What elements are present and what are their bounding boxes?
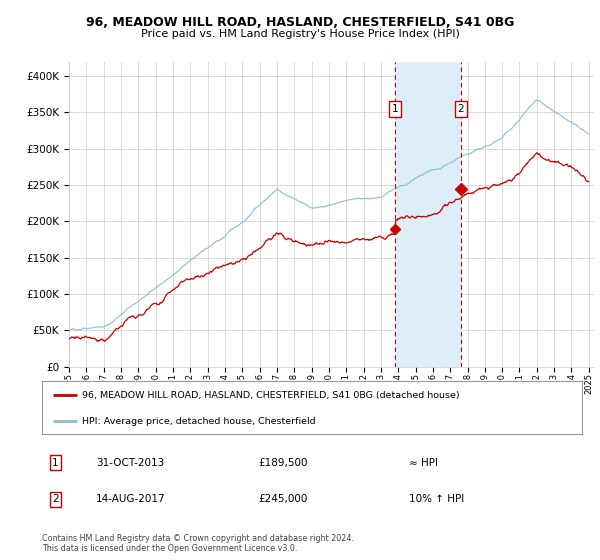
- Text: Contains HM Land Registry data © Crown copyright and database right 2024.
This d: Contains HM Land Registry data © Crown c…: [42, 534, 354, 553]
- Text: £189,500: £189,500: [258, 458, 308, 468]
- Text: 96, MEADOW HILL ROAD, HASLAND, CHESTERFIELD, S41 0BG (detached house): 96, MEADOW HILL ROAD, HASLAND, CHESTERFI…: [83, 391, 460, 400]
- Text: 96, MEADOW HILL ROAD, HASLAND, CHESTERFIELD, S41 0BG: 96, MEADOW HILL ROAD, HASLAND, CHESTERFI…: [86, 16, 514, 29]
- Text: 1: 1: [392, 104, 398, 114]
- Text: 31-OCT-2013: 31-OCT-2013: [96, 458, 164, 468]
- Text: £245,000: £245,000: [258, 494, 307, 504]
- Bar: [395, 62, 461, 367]
- Text: Price paid vs. HM Land Registry's House Price Index (HPI): Price paid vs. HM Land Registry's House …: [140, 29, 460, 39]
- Text: 2: 2: [52, 494, 59, 504]
- Text: ≈ HPI: ≈ HPI: [409, 458, 438, 468]
- Text: HPI: Average price, detached house, Chesterfield: HPI: Average price, detached house, Ches…: [83, 417, 316, 426]
- Text: 14-AUG-2017: 14-AUG-2017: [96, 494, 166, 504]
- Text: 10% ↑ HPI: 10% ↑ HPI: [409, 494, 464, 504]
- Text: 2: 2: [458, 104, 464, 114]
- Text: 1: 1: [52, 458, 59, 468]
